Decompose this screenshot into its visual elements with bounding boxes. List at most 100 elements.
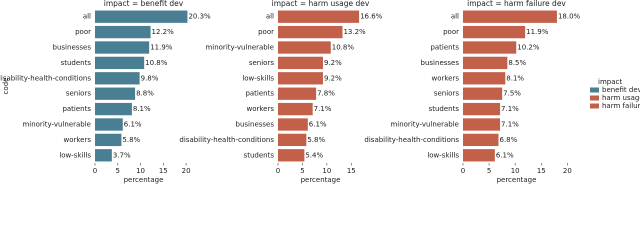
value-label: 9.8%	[141, 74, 159, 82]
y-tick-label: disability-health-conditions	[179, 136, 274, 144]
y-tick-label: workers	[431, 74, 459, 82]
y-tick-label: seniors	[66, 90, 91, 98]
x-tick-label: 15	[347, 167, 356, 175]
y-tick-label: businesses	[421, 59, 460, 67]
x-axis-label: percentage	[124, 176, 164, 184]
y-tick-label: low-skills	[242, 74, 274, 82]
bar	[278, 87, 317, 100]
legend-swatch	[590, 103, 599, 109]
bar	[278, 25, 343, 39]
value-label: 16.6%	[360, 13, 383, 21]
legend-swatch	[590, 95, 599, 101]
legend-label: benefit dev	[602, 86, 640, 94]
bar	[463, 25, 526, 39]
bar	[95, 87, 136, 100]
value-label: 9.2%	[324, 59, 342, 67]
y-tick-label: all	[451, 13, 459, 21]
y-tick-label: students	[244, 151, 275, 159]
chart: impact = benefit dev 0 5 10 15 20 percentage co…	[0, 0, 640, 184]
y-tick-label: patients	[245, 90, 274, 98]
bar	[278, 10, 360, 23]
bar	[463, 10, 557, 23]
value-label: 7.5%	[503, 90, 521, 98]
bar	[463, 149, 495, 162]
x-tick-label: 0	[461, 167, 465, 175]
bar	[463, 41, 517, 54]
bar	[95, 25, 151, 39]
legend-title: impact	[598, 78, 622, 86]
bar	[463, 56, 508, 70]
legend-label: harm failure dev	[602, 102, 640, 110]
bar	[463, 72, 506, 85]
bar	[278, 133, 307, 147]
x-tick-label: 15	[537, 167, 546, 175]
bar	[95, 56, 145, 70]
facet-title: impact = benefit dev	[104, 0, 184, 8]
y-tick-label: poor	[258, 28, 274, 36]
x-tick-label: 20	[182, 167, 191, 175]
value-label: 8.1%	[133, 105, 151, 113]
bar	[463, 102, 501, 116]
y-tick-label: businesses	[236, 121, 275, 129]
x-tick-label: 15	[159, 167, 168, 175]
bar	[95, 41, 150, 54]
value-label: 3.7%	[113, 151, 131, 159]
value-label: 7.8%	[317, 90, 335, 98]
y-tick-label: workers	[246, 105, 274, 113]
y-tick-label: patients	[430, 44, 459, 52]
value-label: 7.1%	[314, 105, 332, 113]
bar	[95, 102, 132, 116]
y-tick-label: disability-health-conditions	[364, 136, 459, 144]
bar	[95, 10, 188, 23]
y-tick-label: poor	[75, 28, 91, 36]
bar	[95, 118, 123, 131]
value-label: 6.8%	[499, 136, 517, 144]
bar	[463, 118, 501, 131]
y-tick-label: disability-health-conditions	[0, 74, 91, 82]
value-label: 12.2%	[152, 28, 175, 36]
x-axis-label: percentage	[301, 176, 341, 184]
bar	[278, 72, 323, 85]
value-label: 9.2%	[324, 74, 342, 82]
y-axis-label: code	[2, 78, 10, 95]
bar	[278, 118, 308, 131]
x-tick-label: 10	[136, 167, 145, 175]
x-tick-label: 5	[116, 167, 120, 175]
value-label: 13.2%	[343, 28, 366, 36]
bar	[278, 56, 323, 70]
bar	[95, 149, 112, 162]
value-label: 11.9%	[526, 28, 549, 36]
value-label: 8.1%	[506, 74, 524, 82]
y-tick-label: seniors	[249, 59, 274, 67]
x-tick-label: 10	[511, 167, 520, 175]
x-axis-label: percentage	[497, 176, 537, 184]
y-tick-label: patients	[62, 105, 91, 113]
bar	[95, 72, 140, 85]
value-label: 11.9%	[150, 44, 173, 52]
legend-swatch	[590, 87, 599, 93]
x-tick-label: 0	[276, 167, 280, 175]
value-label: 20.3%	[188, 13, 211, 21]
y-tick-label: minority-vulnerable	[390, 121, 459, 129]
y-tick-label: poor	[443, 28, 459, 36]
legend-label: harm usage dev	[602, 94, 640, 102]
bar	[278, 41, 331, 54]
value-label: 8.5%	[508, 59, 526, 67]
value-label: 6.1%	[309, 121, 327, 129]
facet-title: impact = harm failure dev	[467, 0, 566, 8]
y-tick-label: all	[83, 13, 91, 21]
x-tick-label: 20	[563, 167, 572, 175]
y-tick-label: minority-vulnerable	[205, 44, 274, 52]
value-label: 7.1%	[501, 105, 519, 113]
value-label: 10.2%	[517, 44, 540, 52]
y-tick-label: workers	[63, 136, 91, 144]
value-label: 10.8%	[145, 59, 168, 67]
x-tick-label: 5	[487, 167, 491, 175]
value-label: 6.1%	[124, 121, 142, 129]
y-tick-label: low-skills	[427, 151, 459, 159]
bar	[278, 102, 313, 116]
value-label: 5.4%	[305, 151, 323, 159]
y-tick-label: businesses	[53, 44, 92, 52]
bar	[95, 133, 122, 147]
value-label: 10.8%	[332, 44, 355, 52]
